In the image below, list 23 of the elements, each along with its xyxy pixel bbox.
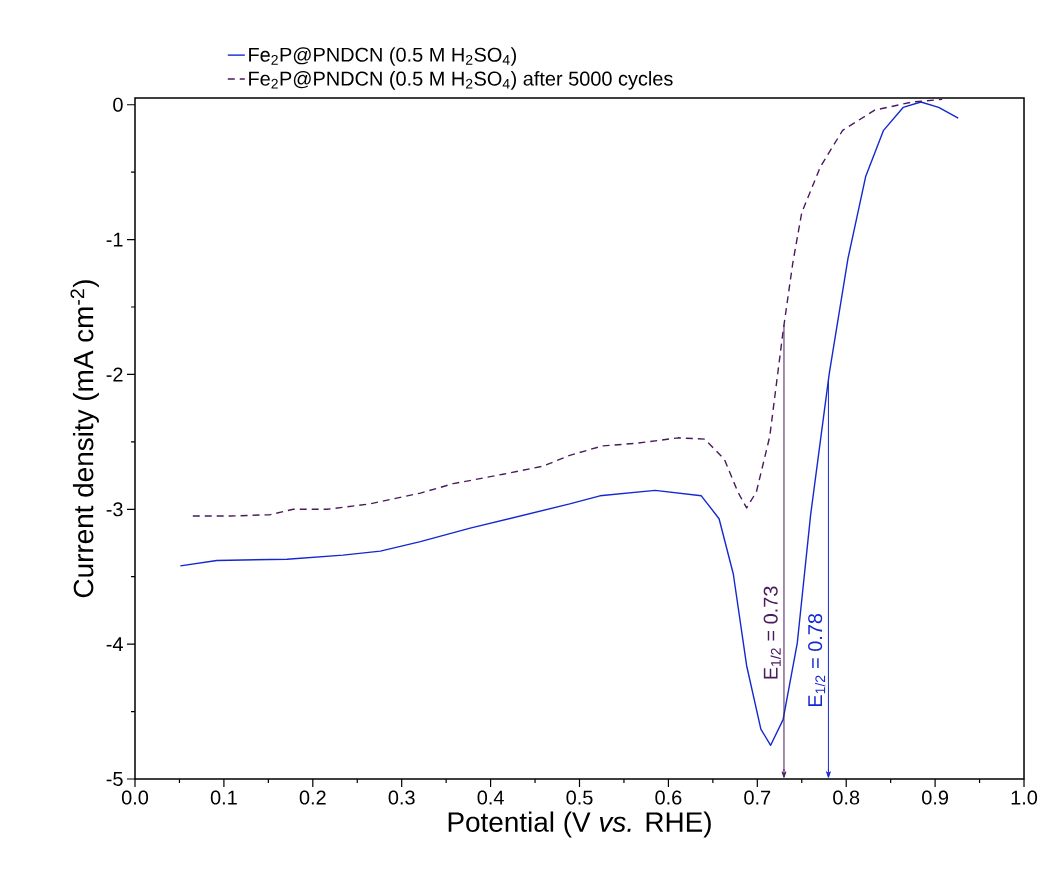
- x-tick-label: 0.8: [833, 790, 860, 805]
- x-tick-label: 0.2: [299, 790, 326, 805]
- legend-label: Fe$_{2}$P@PNDCN (0.5 M H$_{2}$SO$_{4}$): [249, 47, 516, 66]
- x-tick-label: 1.0: [1011, 790, 1038, 805]
- x-tick-label: 0.0: [121, 790, 149, 805]
- y-axis-title: Current density (mA cm$^{-2}$): [70, 280, 99, 598]
- x-tick-label: 0.7: [744, 790, 771, 805]
- y-tick-label: -3: [106, 502, 123, 517]
- x-axis-title: Potential (V vs. RHE): [448, 811, 711, 838]
- y-tick-label: -5: [106, 772, 123, 786]
- x-tick-label: 0.4: [477, 790, 504, 805]
- legend-label: Fe$_{2}$P@PNDCN (0.5 M H$_{2}$SO$_{4}$) after 5000 cycles: [249, 71, 673, 90]
- y-tick-label: -2: [106, 367, 123, 382]
- y-tick-label: -4: [106, 637, 123, 651]
- x-tick-label: 0.3: [388, 790, 415, 805]
- x-tick-label: 0.6: [655, 790, 682, 805]
- y-tick-label: 0: [113, 97, 123, 112]
- x-tick-label: 0.5: [566, 790, 593, 805]
- x-tick-label: 0.9: [922, 790, 949, 805]
- x-tick-label: 0.1: [210, 790, 237, 805]
- ref-line-label: E$_{1/2}$ = 0.78: [808, 613, 826, 707]
- y-tick-label: -1: [106, 232, 123, 247]
- ref-line-label: E$_{1/2}$ = 0.73: [763, 586, 781, 679]
